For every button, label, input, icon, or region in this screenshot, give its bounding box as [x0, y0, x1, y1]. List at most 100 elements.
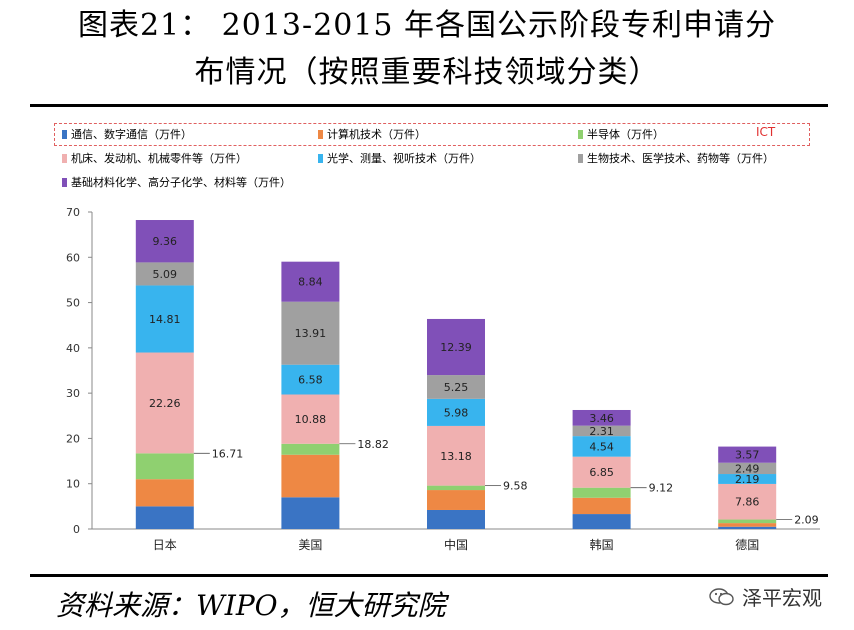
legend-item: 通信、数字通信（万件）	[62, 128, 192, 142]
legend-swatch	[578, 130, 583, 139]
bar-segment	[135, 285, 194, 353]
bar-segment	[281, 301, 340, 365]
bar-data-label: 5.98	[444, 406, 469, 419]
legend-label: 生物技术、医学技术、药物等（万件）	[587, 152, 774, 165]
x-category-label: 韩国	[590, 537, 614, 552]
legend-label: 计算机技术（万件）	[327, 128, 426, 141]
bar-data-label: 13.18	[440, 450, 472, 463]
bar-segment	[427, 425, 485, 486]
bar-data-label: 12.39	[440, 341, 472, 354]
bar-segment	[135, 479, 194, 507]
bar-segment	[281, 497, 340, 529]
x-category-label: 中国	[444, 537, 468, 552]
bar-data-label: 5.25	[444, 381, 469, 394]
legend-swatch	[62, 154, 67, 163]
bar-data-label: 3.57	[735, 449, 760, 462]
chart-title-line-2: 布情况（按照重要科技领域分类）	[194, 55, 660, 90]
bar-segment	[427, 490, 485, 510]
bar-segment	[572, 425, 631, 437]
legend-label: 半导体（万件）	[587, 128, 664, 141]
bar-data-label: 13.91	[295, 327, 327, 340]
y-tick-label: 20	[66, 432, 80, 445]
bar-segment	[718, 483, 777, 520]
bar-segment	[718, 523, 777, 527]
bar-segment	[135, 262, 194, 286]
bar-segment	[572, 487, 631, 498]
wechat-icon	[709, 588, 734, 606]
legend-label: 通信、数字通信（万件）	[71, 128, 192, 141]
legend-item: 计算机技术（万件）	[318, 128, 426, 142]
legend-label: 光学、测量、视听技术（万件）	[327, 152, 481, 165]
ict-total-label: 16.71	[212, 447, 244, 460]
bar-segment	[427, 509, 485, 529]
ict-label: ICT	[756, 125, 776, 139]
legend-swatch	[578, 154, 583, 163]
ict-legend-group-box	[54, 123, 810, 146]
bar-segment	[281, 261, 340, 302]
legend-item: 光学、测量、视听技术（万件）	[318, 152, 481, 166]
y-tick-label: 70	[66, 206, 80, 219]
bar-segment	[135, 220, 194, 263]
legend-item: 基础材料化学、高分子化学、材料等（万件）	[62, 176, 291, 190]
x-category-label: 日本	[153, 538, 177, 552]
y-tick-label: 10	[66, 478, 80, 491]
bar-data-label: 2.31	[589, 425, 614, 438]
source-note: 资料来源：WIPO，恒大研究院	[56, 589, 446, 622]
legend-item: 生物技术、医学技术、药物等（万件）	[578, 152, 774, 166]
legend-item: 机床、发动机、机械零件等（万件）	[62, 152, 247, 166]
bar-segment	[718, 526, 777, 529]
legend-swatch	[62, 178, 67, 187]
bar-segment	[572, 497, 631, 515]
bar-segment	[281, 454, 340, 498]
bottom-rule	[30, 574, 828, 577]
bar-segment	[427, 398, 485, 426]
bar-segment	[718, 446, 777, 463]
bar-segment	[718, 474, 777, 484]
legend-swatch	[318, 154, 323, 163]
y-tick-label: 0	[73, 523, 80, 536]
bar-data-label: 22.26	[149, 397, 181, 410]
legend-label: 基础材料化学、高分子化学、材料等（万件）	[71, 176, 291, 189]
legend-label: 机床、发动机、机械零件等（万件）	[71, 152, 247, 165]
x-category-label: 德国	[735, 537, 759, 552]
bar-data-label: 14.81	[149, 313, 181, 326]
bar-segment	[572, 514, 631, 529]
y-tick-label: 30	[66, 387, 80, 400]
y-tick-label: 50	[66, 297, 80, 310]
bar-segment	[427, 485, 485, 491]
legend-swatch	[62, 130, 67, 139]
legend-swatch	[318, 130, 323, 139]
ict-total-label: 9.12	[649, 482, 674, 495]
bar-data-label: 8.84	[298, 276, 323, 289]
bar-segment	[572, 409, 631, 426]
bar-data-label: 4.54	[589, 440, 614, 453]
bar-segment	[281, 443, 340, 455]
bar-segment	[427, 318, 485, 376]
bar-segment	[572, 436, 631, 457]
bar-data-label: 10.88	[295, 413, 327, 426]
y-tick-label: 40	[66, 342, 80, 355]
bar-data-label: 7.86	[735, 496, 760, 509]
ict-total-label: 9.58	[503, 480, 528, 493]
bar-data-label: 2.49	[735, 462, 760, 475]
bar-data-label: 5.09	[153, 268, 178, 281]
bar-segment	[135, 453, 194, 480]
bar-segment	[427, 375, 485, 399]
bar-segment	[718, 462, 777, 475]
watermark: 泽平宏观	[742, 586, 822, 610]
bar-segment	[572, 456, 631, 488]
bar-data-label: 6.58	[298, 374, 323, 387]
bar-segment	[281, 364, 340, 395]
ict-total-label: 2.09	[794, 514, 819, 527]
bar-segment	[135, 352, 194, 454]
bar-data-label: 6.85	[589, 466, 614, 479]
ict-total-label: 18.82	[357, 438, 389, 451]
bar-data-label: 2.19	[735, 473, 760, 486]
bar-data-label: 3.46	[589, 412, 614, 425]
bar-segment	[718, 519, 777, 524]
top-rule	[30, 104, 828, 107]
chart-title-line-1: 图表21： 2013-2015 年各国公示阶段专利申请分	[77, 8, 777, 43]
stacked-bar-chart: 0 10 20 30 40 50 60 70 22.26 14.81 5.09 9.36 16.71 日本…	[66, 206, 820, 552]
bar-segment	[135, 506, 194, 529]
bar-data-label: 9.36	[153, 235, 178, 248]
